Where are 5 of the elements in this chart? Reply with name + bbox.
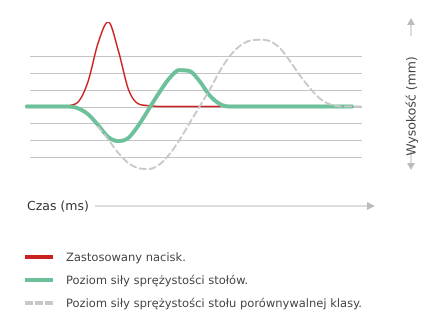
y-axis-title: Wysokość (mm): [404, 56, 418, 156]
legend-label: Zastosowany nacisk.: [66, 250, 186, 264]
x-axis-title: Czas (ms): [27, 198, 89, 213]
legend-label: Poziom siły sprężystości stołów.: [66, 273, 248, 287]
legend-label: Poziom siły sprężystości stołu porównywalnej klasy.: [66, 296, 362, 310]
